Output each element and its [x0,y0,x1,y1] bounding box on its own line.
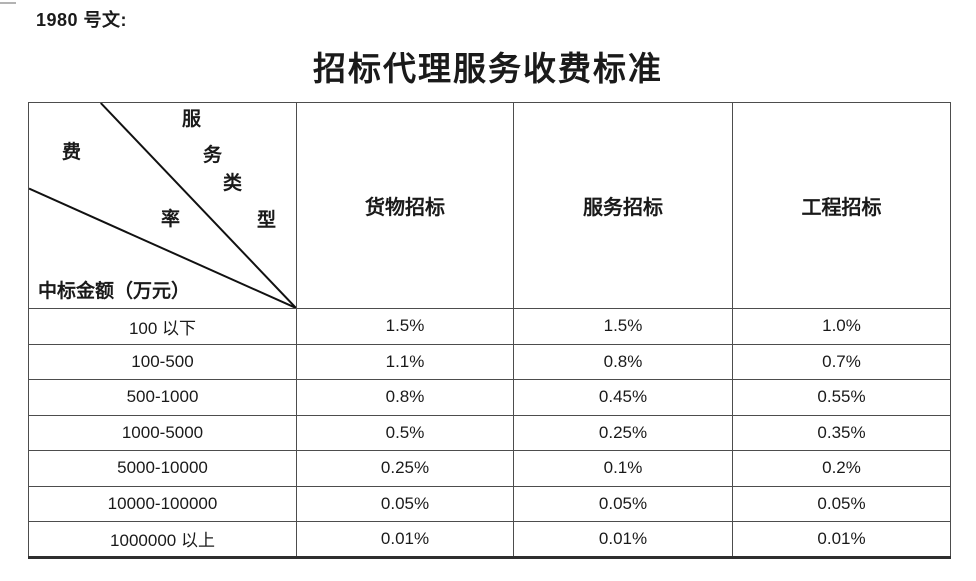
cell-goods-rate: 1.5% [296,308,514,345]
cell-services-rate: 0.8% [513,343,733,380]
cell-services-rate: 0.1% [513,450,733,487]
cell-works-rate: 0.05% [732,485,951,522]
cell-goods-rate: 0.25% [296,450,514,487]
table-row: 10000-100000 0.05% 0.05% 0.05% [28,485,951,522]
cell-services-rate: 1.5% [513,308,733,345]
corner-type-char-1: 服 [182,109,202,130]
row-label: 5000-10000 [28,450,297,487]
table-row: 1000000 以上 0.01% 0.01% 0.01% [28,521,951,558]
cell-works-rate: 0.01% [732,521,951,558]
fee-table: 费 率 服 务 类 型 中标金额（万元） 货物招标 服务招标 工程招标 100 … [28,102,951,559]
page-title: 招标代理服务收费标准 [313,52,663,88]
cell-works-rate: 0.7% [732,343,951,380]
cell-goods-rate: 0.8% [296,379,514,416]
corner-rate-char: 率 [161,209,181,230]
cell-works-rate: 0.2% [732,450,951,487]
corner-type-char-2: 务 [203,145,223,166]
document-ref: 1980 号文: [36,10,128,30]
corner-header-cell: 费 率 服 务 类 型 中标金额（万元） [28,102,297,309]
cell-services-rate: 0.05% [513,485,733,522]
table-row: 100 以下 1.5% 1.5% 1.0% [28,308,951,345]
row-label: 100 以下 [28,308,297,345]
cell-goods-rate: 0.5% [296,414,514,451]
corner-type-char-3: 类 [223,173,243,194]
table-header-row: 费 率 服 务 类 型 中标金额（万元） 货物招标 服务招标 工程招标 [28,102,951,309]
page-edge-artifact [0,2,16,4]
cell-works-rate: 1.0% [732,308,951,345]
cell-services-rate: 0.01% [513,521,733,558]
corner-amount-label: 中标金额（万元） [38,281,191,302]
table-row: 500-1000 0.8% 0.45% 0.55% [28,379,951,416]
cell-services-rate: 0.45% [513,379,733,416]
cell-goods-rate: 0.05% [296,485,514,522]
cell-goods-rate: 0.01% [296,521,514,558]
row-label: 500-1000 [28,379,297,416]
table-row: 1000-5000 0.5% 0.25% 0.35% [28,414,951,451]
row-label: 10000-100000 [28,485,297,522]
row-label: 100-500 [28,343,297,380]
corner-type-char-4: 型 [257,210,277,231]
table-row: 5000-10000 0.25% 0.1% 0.2% [28,450,951,487]
cell-works-rate: 0.55% [732,379,951,416]
cell-goods-rate: 1.1% [296,343,514,380]
table-row: 100-500 1.1% 0.8% 0.7% [28,343,951,380]
cell-works-rate: 0.35% [732,414,951,451]
column-header-services: 服务招标 [513,102,733,309]
column-header-works: 工程招标 [732,102,951,309]
cell-services-rate: 0.25% [513,414,733,451]
column-header-goods: 货物招标 [296,102,514,309]
row-label: 1000-5000 [28,414,297,451]
corner-fee-char: 费 [62,142,82,163]
diagonal-divider-lines [29,103,296,308]
row-label: 1000000 以上 [28,521,297,558]
